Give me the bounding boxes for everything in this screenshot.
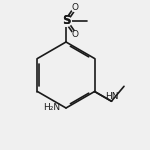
Text: HN: HN bbox=[105, 92, 118, 100]
Text: S: S bbox=[62, 15, 70, 27]
Text: H₂N: H₂N bbox=[44, 103, 61, 112]
Text: O: O bbox=[72, 30, 79, 39]
Text: S: S bbox=[62, 15, 70, 27]
Text: O: O bbox=[72, 3, 79, 12]
